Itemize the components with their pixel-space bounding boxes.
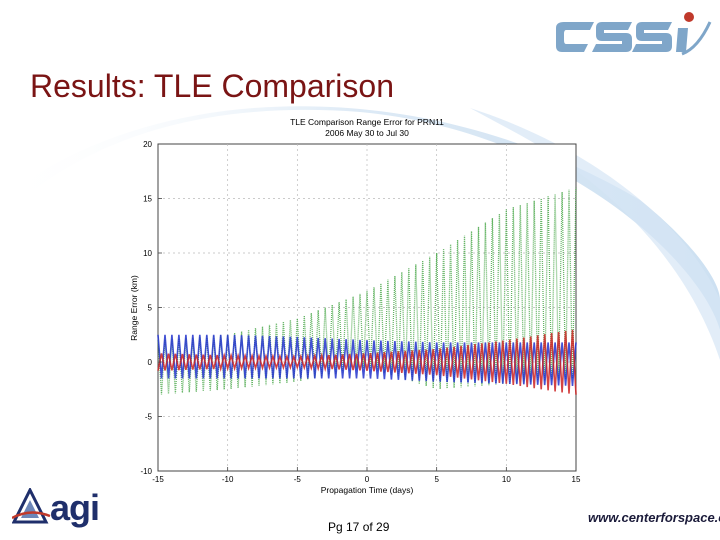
y-tick-label: 5 bbox=[148, 304, 153, 313]
agi-logo-text: agi bbox=[50, 487, 100, 528]
x-tick-label: -15 bbox=[152, 475, 164, 484]
agi-logo-mark bbox=[12, 488, 51, 524]
y-tick-label: 10 bbox=[143, 249, 152, 258]
x-tick-label: -5 bbox=[294, 475, 302, 484]
data-bands bbox=[157, 187, 577, 395]
slide-title: Results: TLE Comparison bbox=[30, 68, 394, 104]
series-line-2 bbox=[157, 329, 577, 395]
x-tick-label: 15 bbox=[572, 475, 581, 484]
y-tick-label: -5 bbox=[145, 413, 153, 422]
cssi-logo bbox=[556, 12, 712, 56]
x-axis-label: Propagation Time (days) bbox=[321, 485, 414, 495]
x-tick-label: 0 bbox=[365, 475, 370, 484]
series-1 bbox=[157, 334, 577, 386]
y-tick-labels: -10 -5 0 5 10 15 20 bbox=[140, 140, 162, 476]
x-tick-label: -10 bbox=[222, 475, 234, 484]
chart-subtitle: 2006 May 30 to Jul 30 bbox=[325, 128, 409, 138]
series-line-1 bbox=[157, 334, 577, 386]
y-tick-label: 15 bbox=[143, 195, 152, 204]
y-axis-label: Range Error (km) bbox=[129, 275, 139, 341]
x-tick-label: 5 bbox=[434, 475, 439, 484]
series-2 bbox=[157, 329, 577, 395]
y-tick-label: 20 bbox=[143, 140, 152, 149]
footer-url: www.centerforspace.com bbox=[588, 510, 720, 525]
y-tick-label: 0 bbox=[148, 358, 153, 367]
x-tick-label: 10 bbox=[502, 475, 511, 484]
plot-area bbox=[157, 143, 577, 472]
x-tick-labels: -15 -10 -5 0 5 10 15 bbox=[152, 467, 581, 484]
chart-title: TLE Comparison Range Error for PRN11 bbox=[290, 117, 444, 127]
y-tick-label: -10 bbox=[140, 467, 152, 476]
page-number: Pg 17 of 29 bbox=[328, 520, 390, 534]
